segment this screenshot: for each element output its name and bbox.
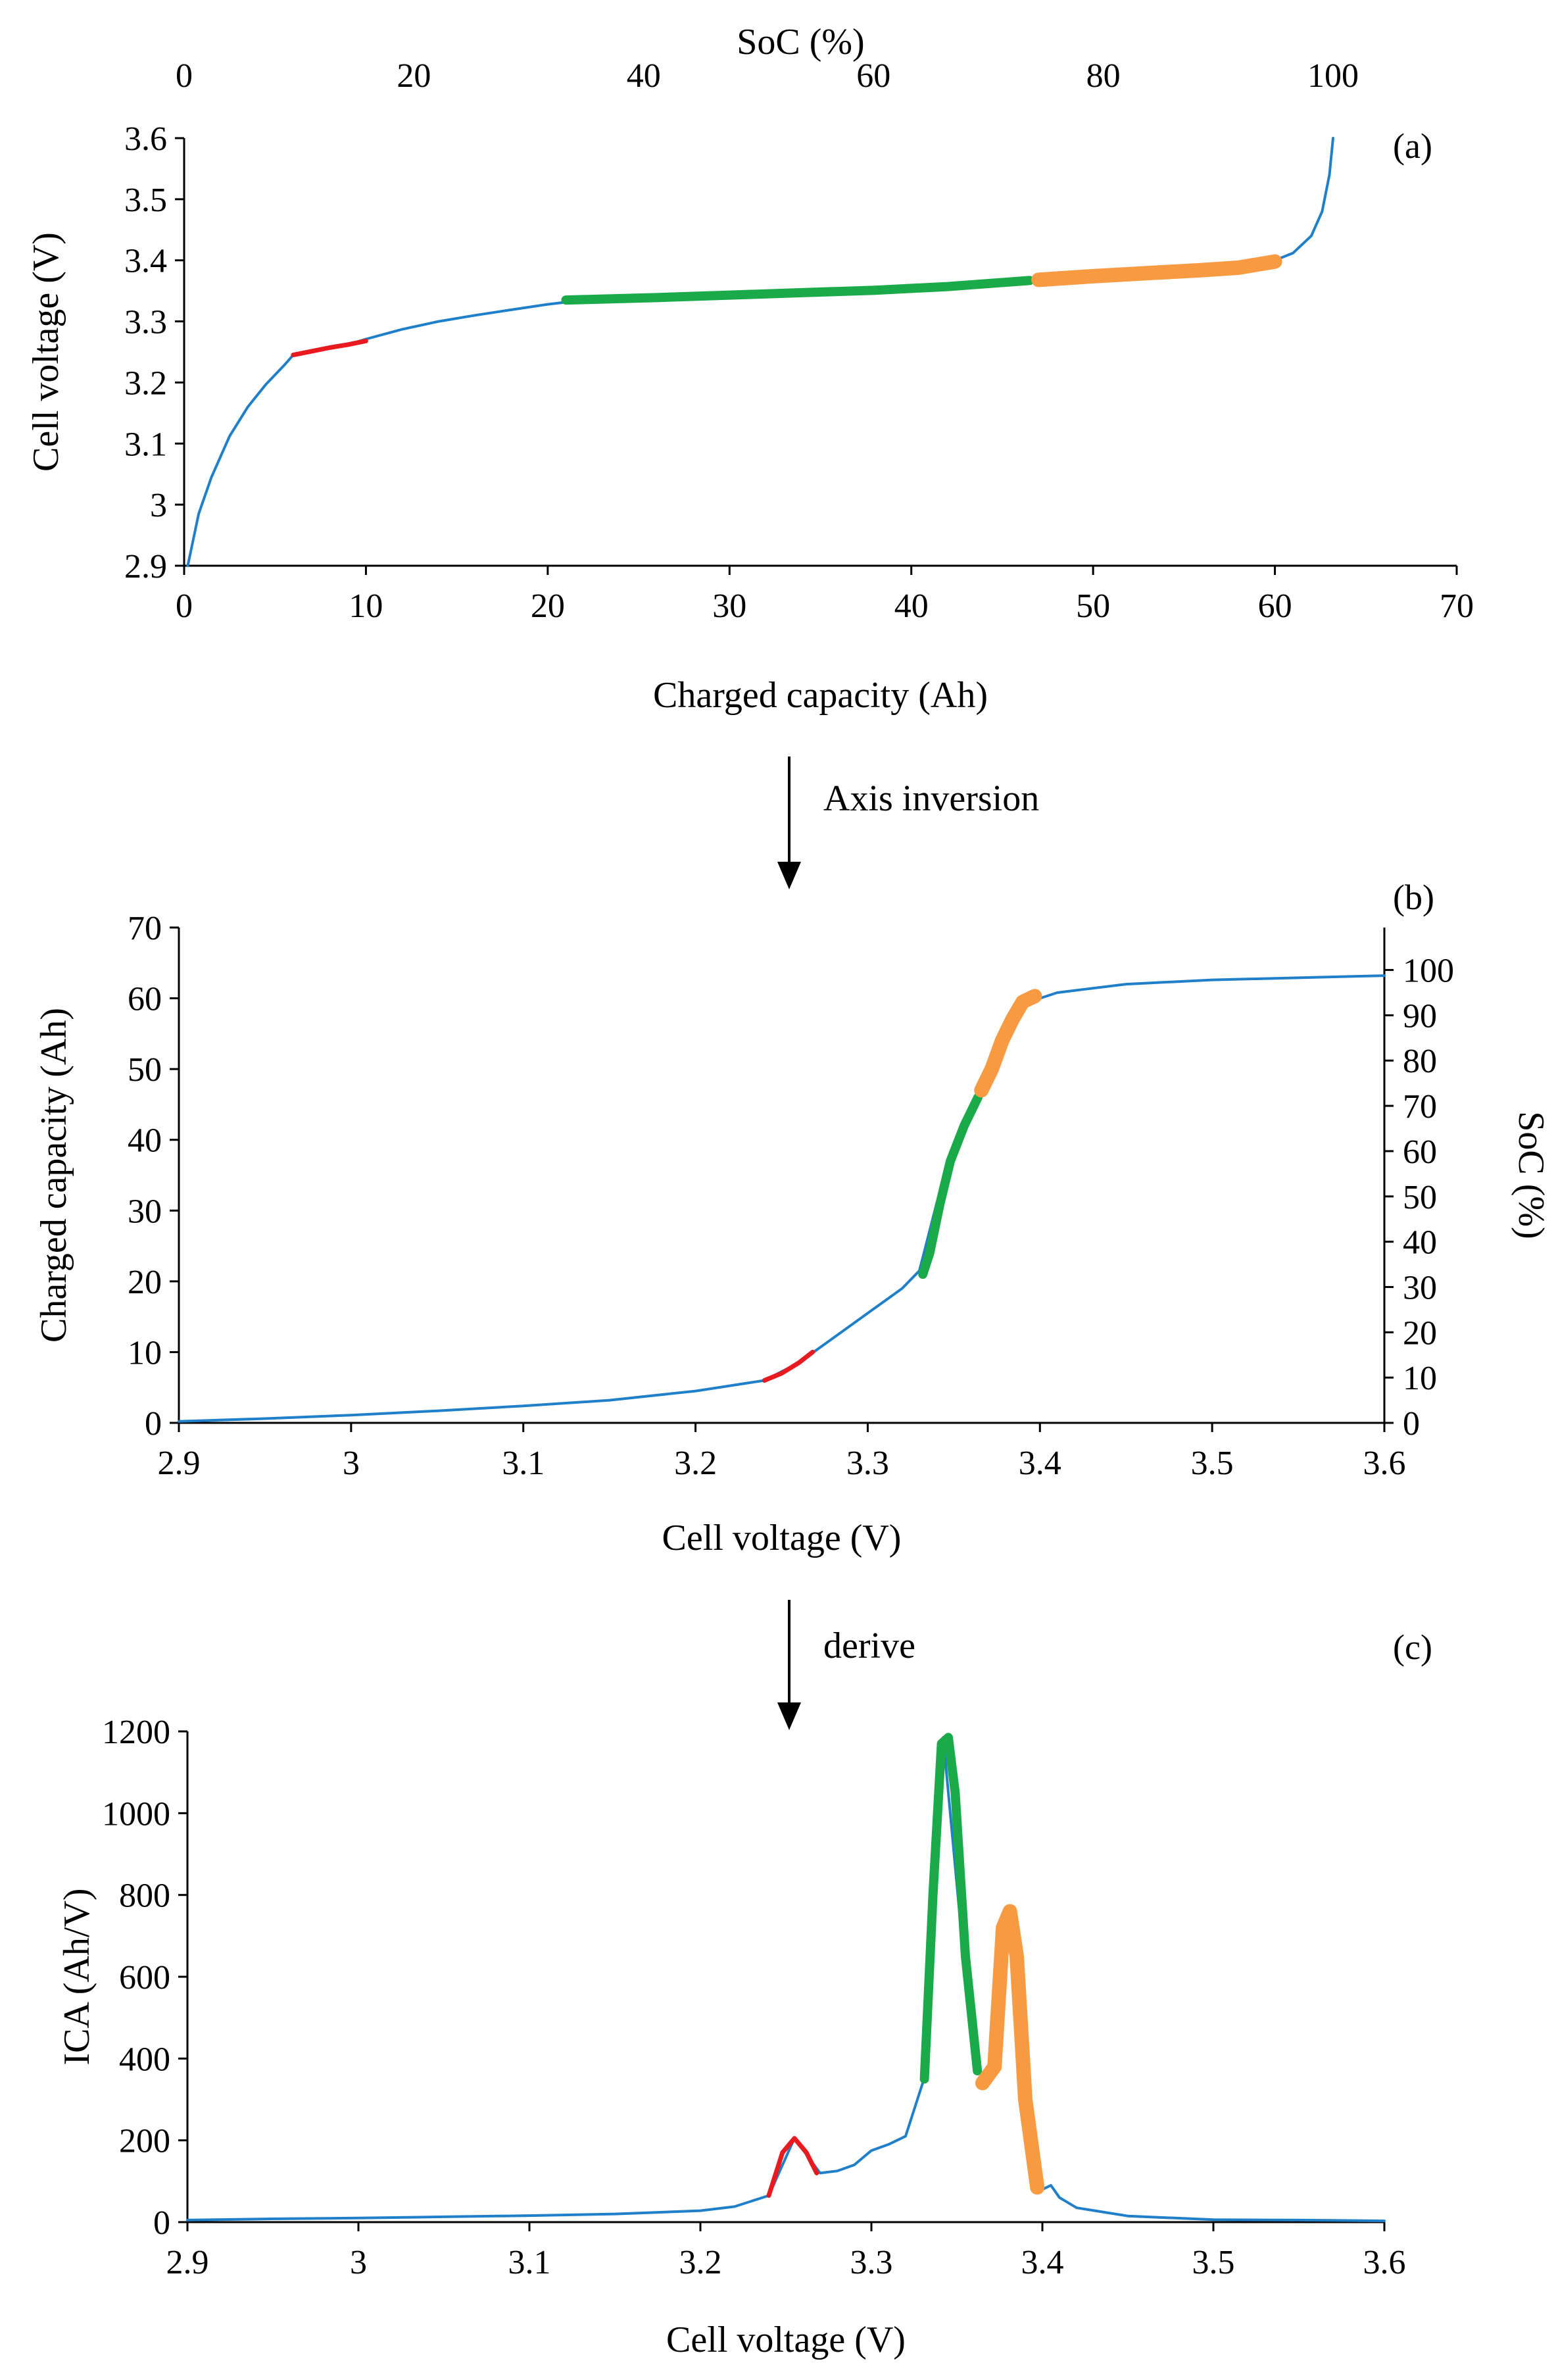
x-tick-label-a: 40 bbox=[894, 587, 929, 625]
series-line-a-1 bbox=[291, 338, 368, 358]
panel-label-c: (c) bbox=[1393, 1627, 1432, 1667]
x-tick-label-c: 3.2 bbox=[679, 2244, 722, 2281]
panel-b-inverted-curve: 2.9 3 3.1 3.2 3.3 3.4 3.5 3.6010203040506070010… bbox=[34, 878, 1551, 1558]
x2-tick-label-a: 20 bbox=[397, 57, 431, 95]
x-tick-label-b: 2.9 bbox=[158, 1445, 201, 1482]
x-tick-label-a: 60 bbox=[1258, 587, 1292, 625]
y2-axis-title-b: SoC (%) bbox=[1511, 1111, 1551, 1239]
panel-label-b: (b) bbox=[1393, 878, 1434, 917]
y-tick-label-a: 3.3 bbox=[124, 304, 167, 341]
y-tick-label-b: 60 bbox=[128, 981, 162, 1018]
y2-tick-label-b: 80 bbox=[1403, 1043, 1437, 1080]
x-tick-label-a: 0 bbox=[176, 587, 193, 625]
series-line-b-1 bbox=[762, 1349, 815, 1383]
x-tick-label-b: 3.6 bbox=[1363, 1445, 1406, 1482]
panel-c-ica-curve: 2.9 3 3.1 3.2 3.3 3.4 3.5 3.6 0 200 400 600 800 1000 1… bbox=[57, 1627, 1432, 2360]
x-tick-label-c: 3.4 bbox=[1021, 2244, 1064, 2281]
x2-tick-label-a: 0 bbox=[176, 57, 193, 95]
y-tick-label-b: 30 bbox=[128, 1193, 162, 1230]
derive-arrow: derive bbox=[777, 1600, 915, 1730]
x2-tick-label-a: 100 bbox=[1307, 57, 1359, 95]
y-tick-label-b: 70 bbox=[128, 910, 162, 947]
y-axis-title-a: Cell voltage (V) bbox=[26, 232, 66, 472]
y-tick-label-a: 3.1 bbox=[124, 426, 167, 463]
x-axis-title-a: Charged capacity (Ah) bbox=[653, 675, 988, 716]
x-tick-label-a: 30 bbox=[712, 587, 746, 625]
y2-tick-label-b: 10 bbox=[1403, 1360, 1437, 1397]
y-tick-label-b: 20 bbox=[128, 1264, 162, 1301]
x-tick-label-a: 70 bbox=[1440, 587, 1474, 625]
x2-tick-label-a: 40 bbox=[627, 57, 661, 95]
y2-tick-label-b: 30 bbox=[1403, 1269, 1437, 1306]
series-line-b-0 bbox=[178, 974, 1386, 1423]
y-tick-label-b: 0 bbox=[145, 1405, 162, 1443]
y-tick-label-a: 2.9 bbox=[124, 548, 167, 585]
series-line-a-3 bbox=[1031, 254, 1282, 287]
x-tick-label-c: 3.3 bbox=[850, 2244, 893, 2281]
y2-tick-label-b: 60 bbox=[1403, 1133, 1437, 1171]
x-tick-label-a: 10 bbox=[349, 587, 383, 625]
axis-inversion-arrow: Axis inversion bbox=[777, 756, 1039, 889]
x-tick-label-c: 2.9 bbox=[166, 2244, 209, 2281]
y-tick-label-c: 800 bbox=[119, 1877, 170, 1915]
x-tick-label-b: 3.5 bbox=[1191, 1445, 1234, 1482]
y2-tick-label-b: 90 bbox=[1403, 997, 1437, 1035]
y-tick-label-b: 40 bbox=[128, 1122, 162, 1160]
y2-tick-label-b: 100 bbox=[1403, 953, 1454, 990]
series-line-a-2 bbox=[561, 276, 1034, 305]
x2-tick-label-a: 60 bbox=[856, 57, 890, 95]
x-tick-label-b: 3.4 bbox=[1019, 1445, 1061, 1482]
axis-inversion-label: Axis inversion bbox=[823, 778, 1039, 819]
x-tick-label-b: 3.1 bbox=[502, 1445, 545, 1482]
y-axis-title-b: Charged capacity (Ah) bbox=[34, 1008, 74, 1343]
y-tick-label-a: 3.4 bbox=[124, 243, 167, 280]
y2-tick-label-b: 70 bbox=[1403, 1088, 1437, 1126]
y2-tick-label-b: 20 bbox=[1403, 1314, 1437, 1352]
y-tick-label-a: 3.6 bbox=[124, 120, 167, 158]
series-line-c-2 bbox=[919, 1733, 983, 2084]
y-axis-title-c: ICA (Ah/V) bbox=[57, 1888, 97, 2065]
x2-tick-label-a: 80 bbox=[1086, 57, 1121, 95]
x-tick-label-b: 3.2 bbox=[674, 1445, 717, 1482]
y-tick-label-a: 3 bbox=[150, 487, 167, 524]
series-line-b-3 bbox=[974, 989, 1042, 1098]
y-tick-label-b: 10 bbox=[128, 1334, 162, 1372]
x-tick-label-b: 3.3 bbox=[846, 1445, 889, 1482]
y-tick-label-c: 1000 bbox=[102, 1795, 170, 1833]
series-line-c-3 bbox=[975, 1904, 1045, 2195]
y-tick-label-c: 200 bbox=[119, 2123, 170, 2160]
x-tick-label-c: 3.5 bbox=[1192, 2244, 1235, 2281]
x-tick-label-c: 3 bbox=[350, 2244, 367, 2281]
x2-axis-title-a: SoC (%) bbox=[737, 22, 864, 62]
y-tick-label-a: 3.5 bbox=[124, 182, 167, 219]
x-tick-label-a: 50 bbox=[1076, 587, 1110, 625]
y2-tick-label-b: 40 bbox=[1403, 1224, 1437, 1262]
panel-a-charge-curve: 0 10 20 30 40 50 60 702.933.13.23.33.43.53.60 20… bbox=[26, 22, 1474, 716]
series-line-b-2 bbox=[918, 1093, 983, 1279]
series-line-c-1 bbox=[766, 2136, 819, 2198]
y-tick-label-b: 50 bbox=[128, 1051, 162, 1089]
series-line-c-0 bbox=[186, 1736, 1386, 2223]
y-tick-label-c: 400 bbox=[119, 2041, 170, 2078]
x-tick-label-b: 3 bbox=[343, 1445, 360, 1482]
derive-label: derive bbox=[823, 1625, 915, 1666]
y-tick-label-a: 3.2 bbox=[124, 364, 167, 402]
x-tick-label-c: 3.1 bbox=[508, 2244, 551, 2281]
panel-label-a: (a) bbox=[1393, 126, 1432, 166]
series-line-a-0 bbox=[186, 137, 1334, 567]
x-tick-label-c: 3.6 bbox=[1363, 2244, 1406, 2281]
y-tick-label-c: 1200 bbox=[102, 1714, 170, 1751]
x-axis-title-b: Cell voltage (V) bbox=[662, 1518, 902, 1558]
y-tick-label-c: 0 bbox=[153, 2204, 170, 2242]
y-tick-label-c: 600 bbox=[119, 1959, 170, 1996]
x-axis-title-c: Cell voltage (V) bbox=[666, 2319, 906, 2360]
y2-tick-label-b: 0 bbox=[1403, 1405, 1420, 1443]
x-tick-label-a: 20 bbox=[531, 587, 565, 625]
y2-tick-label-b: 50 bbox=[1403, 1179, 1437, 1216]
